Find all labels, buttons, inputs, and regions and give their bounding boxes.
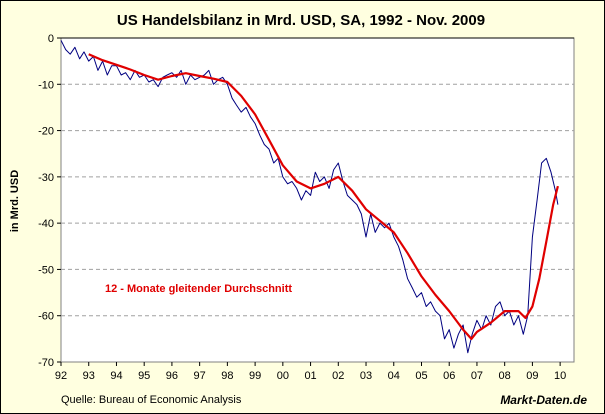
brand-label: Markt-Daten.de [500, 393, 587, 407]
x-tick-label: 05 [415, 370, 427, 382]
chart-title: US Handelsbilanz in Mrd. USD, SA, 1992 -… [117, 12, 485, 29]
x-tick-label: 00 [277, 370, 289, 382]
series-group [60, 40, 559, 354]
y-tick-label: -20 [38, 126, 54, 138]
moving-average-line [88, 53, 559, 340]
x-tick-label: 92 [55, 370, 67, 382]
y-tick-label: -70 [38, 357, 54, 369]
x-tick-label: 98 [221, 370, 233, 382]
x-tick-label: 08 [499, 370, 511, 382]
x-tick-label: 96 [166, 370, 178, 382]
plot-area [60, 37, 575, 363]
y-tick-label: -50 [38, 264, 54, 276]
y-tick-label: -40 [38, 218, 54, 230]
x-tick-label: 97 [194, 370, 206, 382]
y-tick-label: 0 [48, 33, 54, 45]
source-note: Quelle: Bureau of Economic Analysis [61, 394, 242, 406]
x-tick-label: 03 [360, 370, 372, 382]
y-axis-label: in Mrd. USD [9, 170, 21, 232]
x-tick-label: 07 [471, 370, 483, 382]
x-tick-label: 93 [83, 370, 95, 382]
x-tick-label: 06 [443, 370, 455, 382]
moving-average-annotation: 12 - Monate gleitender Durchschnitt [105, 283, 292, 295]
x-tick-label: 09 [526, 370, 538, 382]
x-tick-label: 02 [332, 370, 344, 382]
y-tick-label: -10 [38, 79, 54, 91]
x-tick-label: 99 [249, 370, 261, 382]
y-axis-ticks: 0 -10 -20 -30 -40 -50 -60 -70 [38, 33, 61, 369]
x-tick-label: 04 [388, 370, 400, 382]
x-tick-label: 01 [304, 370, 316, 382]
x-tick-label: 10 [554, 370, 566, 382]
y-tick-label: -30 [38, 172, 54, 184]
x-tick-label: 94 [110, 370, 122, 382]
x-tick-label: 95 [138, 370, 150, 382]
grid-lines [61, 83, 574, 317]
x-axis-ticks: 92 93 94 95 96 97 98 99 00 01 02 03 04 05 06 07 08 09 10 [55, 362, 566, 382]
y-tick-label: -60 [38, 311, 54, 323]
